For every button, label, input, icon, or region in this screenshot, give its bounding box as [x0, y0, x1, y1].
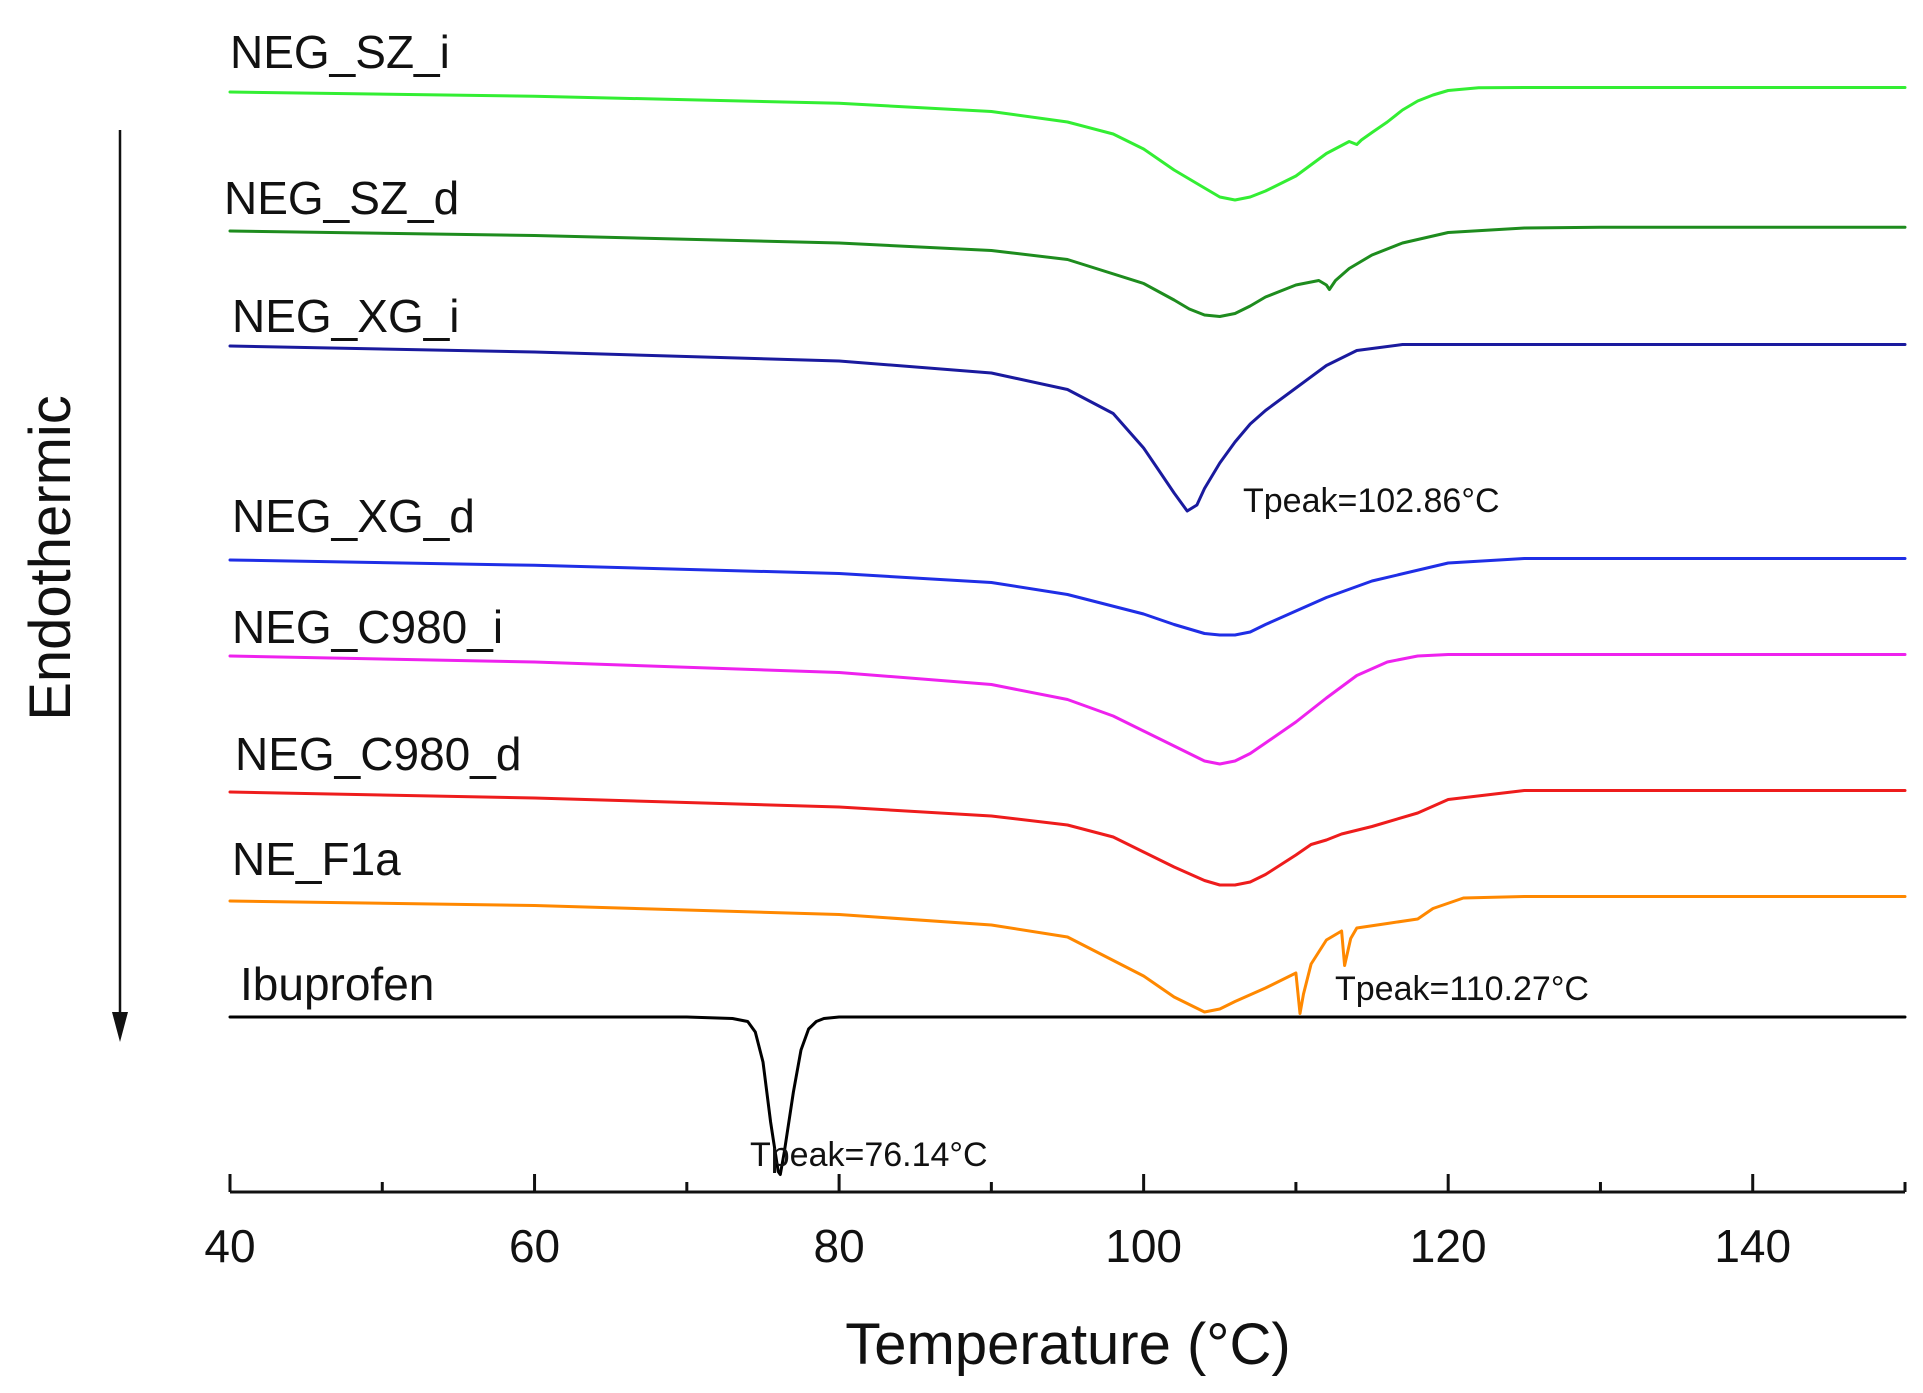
annotation-tpeak-xg-i: Tpeak=102.86°C	[1243, 482, 1500, 520]
x-tick-label-40: 40	[204, 1220, 255, 1272]
series-label-ne-f1a: NE_F1a	[232, 833, 401, 885]
series-label-neg-c980-i: NEG_C980_i	[232, 601, 503, 653]
x-axis-ticks: 40 60 80 100 120 140	[204, 1174, 1907, 1272]
curve-neg-c980-i	[228, 653, 1907, 766]
curve-neg-sz-d	[228, 225, 1907, 318]
series-label-ibuprofen: Ibuprofen	[240, 958, 434, 1010]
x-tick-label-80: 80	[814, 1220, 865, 1272]
curves-group	[228, 86, 1907, 1176]
curve-neg-xg-i	[228, 343, 1907, 513]
x-tick-label-100: 100	[1105, 1220, 1182, 1272]
curve-ne-f1a	[228, 895, 1907, 1015]
series-label-neg-sz-i: NEG_SZ_i	[230, 26, 450, 78]
curve-neg-c980-d	[228, 789, 1907, 887]
annotation-tpeak-ibuprofen: Tpeak=76.14°C	[750, 1136, 988, 1174]
x-tick-label-140: 140	[1714, 1220, 1791, 1272]
x-tick-label-60: 60	[509, 1220, 560, 1272]
curve-neg-xg-d	[228, 557, 1907, 637]
curve-ibuprofen	[228, 1015, 1907, 1176]
x-axis-title: Temperature (°C)	[845, 1312, 1290, 1377]
annotation-tpeak-ne-f1a: Tpeak=110.27°C	[1335, 970, 1589, 1008]
series-label-neg-xg-i: NEG_XG_i	[232, 290, 460, 342]
curve-neg-sz-i	[228, 86, 1907, 202]
series-label-neg-c980-d: NEG_C980_d	[235, 728, 521, 780]
y-axis-title: Endothermic	[18, 395, 83, 721]
x-tick-label-120: 120	[1410, 1220, 1487, 1272]
endothermic-arrow-head	[112, 1012, 128, 1042]
series-label-neg-sz-d: NEG_SZ_d	[224, 172, 459, 224]
series-label-neg-xg-d: NEG_XG_d	[232, 490, 475, 542]
